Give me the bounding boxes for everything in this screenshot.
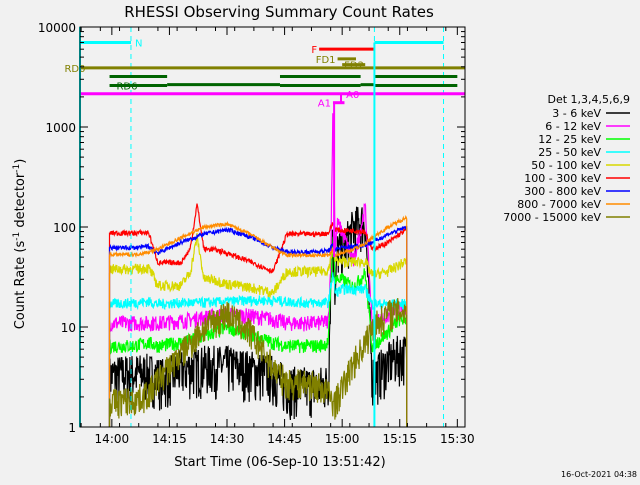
x-tick-label: 15:30 xyxy=(440,432,475,446)
legend-label: 50 - 100 keV xyxy=(531,159,601,172)
series-line xyxy=(108,232,408,427)
legend-title: Det 1,3,4,5,6,9 xyxy=(547,93,630,106)
y-axis-label-exp2: -1 xyxy=(12,164,22,173)
x-tick-label: 15:00 xyxy=(325,432,360,446)
x-tick-label: 14:15 xyxy=(152,432,187,446)
y-tick-label: 1 xyxy=(68,421,76,435)
series-line xyxy=(108,225,408,427)
series-line xyxy=(108,206,408,427)
legend-label: 300 - 800 keV xyxy=(524,185,601,198)
series-line xyxy=(108,113,408,427)
legend-label: 12 - 25 keV xyxy=(538,133,601,146)
x-tick-label: 14:30 xyxy=(210,432,245,446)
series-line xyxy=(108,272,408,427)
annotation-label-n: N xyxy=(135,38,142,49)
y-axis-label-exp: -1 xyxy=(12,232,22,241)
annotation-label-f: F xyxy=(311,45,317,56)
series-line xyxy=(108,236,408,427)
legend-label: 7000 - 15000 keV xyxy=(503,211,601,224)
svg-text:Count Rate (s-1 detector-1): Count Rate (s-1 detector-1) xyxy=(12,159,28,330)
y-tick-label: 100 xyxy=(53,221,76,235)
annotation-label-rd6: RD6 xyxy=(116,82,137,93)
annotation-label-fd2: FD2 xyxy=(344,61,364,72)
chart-title: RHESSI Observing Summary Count Rates xyxy=(124,3,434,21)
legend-label: 6 - 12 keV xyxy=(545,120,601,133)
x-tick-label: 14:45 xyxy=(267,432,302,446)
legend-label: 3 - 6 keV xyxy=(552,107,601,120)
series-line xyxy=(108,298,408,427)
footer-timestamp: 16-Oct-2021 04:38 xyxy=(561,470,637,479)
series-line xyxy=(108,203,408,427)
y-axis-label: Count Rate (s-1 detector-1) xyxy=(12,159,28,330)
y-tick-label: 10 xyxy=(61,321,76,335)
legend-label: 100 - 300 keV xyxy=(524,172,601,185)
y-axis-label-tail: detector xyxy=(13,172,28,232)
y-axis-label-close: ) xyxy=(13,159,28,164)
annotation-label-rd0: RD0 xyxy=(64,64,85,75)
legend-label: 25 - 50 keV xyxy=(538,146,601,159)
y-tick-label: 1000 xyxy=(45,121,76,135)
annotation-label-a1: A1 xyxy=(318,99,331,110)
x-tick-label: 14:00 xyxy=(95,432,130,446)
x-axis-label: Start Time (06-Sep-10 13:51:42) xyxy=(174,455,385,470)
annotation-label-a0: A0 xyxy=(346,90,359,101)
y-tick-label: 10000 xyxy=(38,21,76,35)
x-tick-label: 15:15 xyxy=(382,432,417,446)
series-line xyxy=(108,215,408,427)
annotation-label-fd1: FD1 xyxy=(316,55,336,66)
legend-label: 800 - 7000 keV xyxy=(517,198,601,211)
y-axis-label-main: Count Rate (s xyxy=(13,241,28,330)
